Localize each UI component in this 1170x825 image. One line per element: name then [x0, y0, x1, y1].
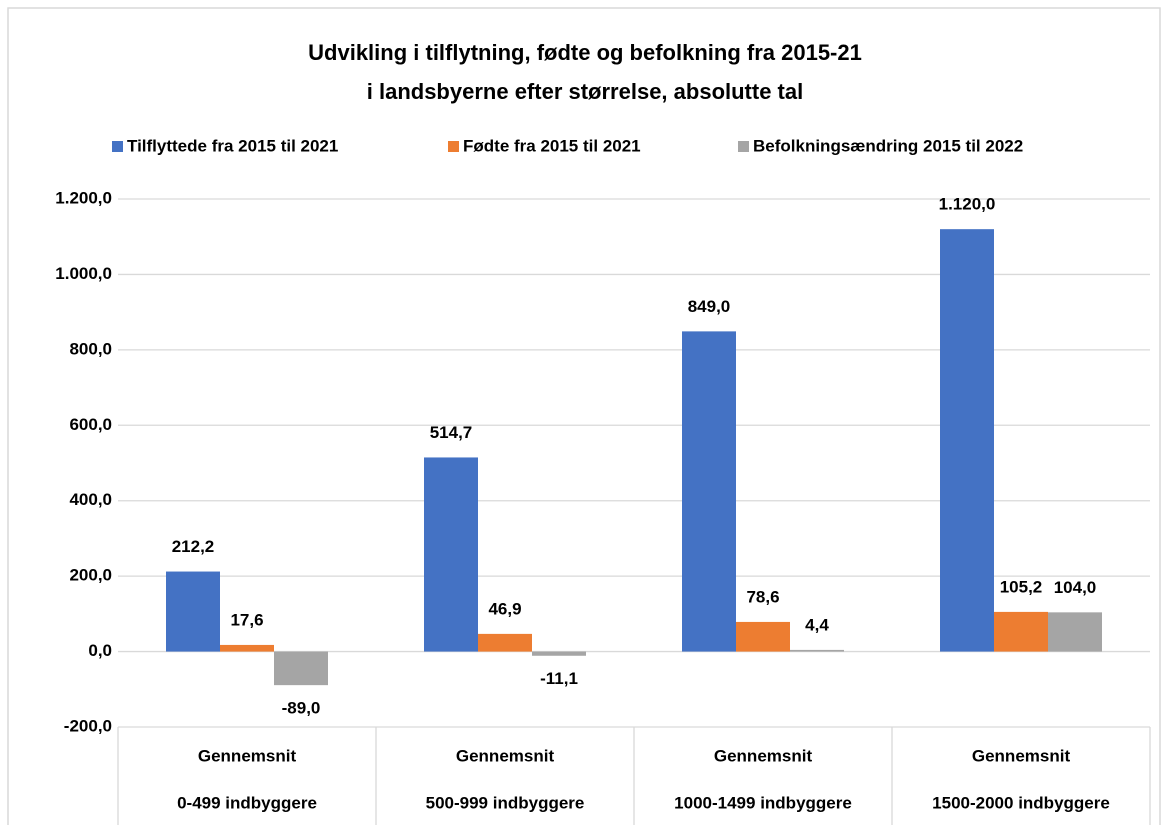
bar — [736, 621, 790, 652]
x-tick-label: 500-999 indbyggere — [426, 793, 585, 812]
chart-title: Udvikling i tilflytning, fødte og befolk… — [308, 40, 862, 65]
legend-label: Tilflyttede fra 2015 til 2021 — [127, 136, 338, 155]
x-tick-label: 0-499 indbyggere — [177, 793, 317, 812]
y-tick-label: -200,0 — [64, 716, 112, 735]
legend-label: Fødte fra 2015 til 2021 — [463, 136, 641, 155]
bar — [994, 611, 1048, 652]
y-tick-label: 400,0 — [69, 490, 112, 509]
bar — [682, 331, 736, 652]
y-tick-label: 800,0 — [69, 339, 112, 358]
bar — [940, 229, 994, 652]
data-label: 1.120,0 — [939, 195, 996, 214]
data-label: 46,9 — [488, 599, 521, 618]
chart-title: i landsbyerne efter størrelse, absolutte… — [367, 79, 803, 104]
legend-label: Befolkningsændring 2015 til 2022 — [753, 136, 1023, 155]
data-label: 849,0 — [688, 297, 731, 316]
data-label: 78,6 — [746, 587, 779, 606]
data-label: 4,4 — [805, 615, 829, 634]
bar — [790, 649, 844, 652]
y-tick-label: 1.000,0 — [55, 264, 112, 283]
x-tick-label: Gennemsnit — [456, 746, 555, 765]
bar — [166, 571, 220, 652]
x-tick-label: 1000-1499 indbyggere — [674, 793, 852, 812]
y-tick-label: 0,0 — [88, 641, 112, 660]
y-tick-label: 200,0 — [69, 566, 112, 585]
x-tick-label: Gennemsnit — [714, 746, 813, 765]
y-tick-label: 1.200,0 — [55, 188, 112, 207]
data-label: 105,2 — [1000, 577, 1043, 596]
bar — [274, 651, 328, 686]
data-label: 514,7 — [430, 423, 473, 442]
bar — [424, 457, 478, 652]
bar — [532, 651, 586, 656]
legend-swatch — [112, 141, 123, 152]
bar — [1048, 612, 1102, 652]
x-tick-label: Gennemsnit — [198, 746, 297, 765]
data-label: -89,0 — [282, 699, 321, 718]
data-label: -11,1 — [540, 669, 578, 688]
data-label: 17,6 — [230, 610, 263, 629]
x-tick-label: Gennemsnit — [972, 746, 1071, 765]
data-label: 104,0 — [1054, 578, 1097, 597]
legend-swatch — [738, 141, 749, 152]
legend-swatch — [448, 141, 459, 152]
bar — [478, 633, 532, 652]
data-label: 212,2 — [172, 537, 215, 556]
x-tick-label: 1500-2000 indbyggere — [932, 793, 1110, 812]
y-tick-label: 600,0 — [69, 415, 112, 434]
bar — [220, 644, 274, 652]
